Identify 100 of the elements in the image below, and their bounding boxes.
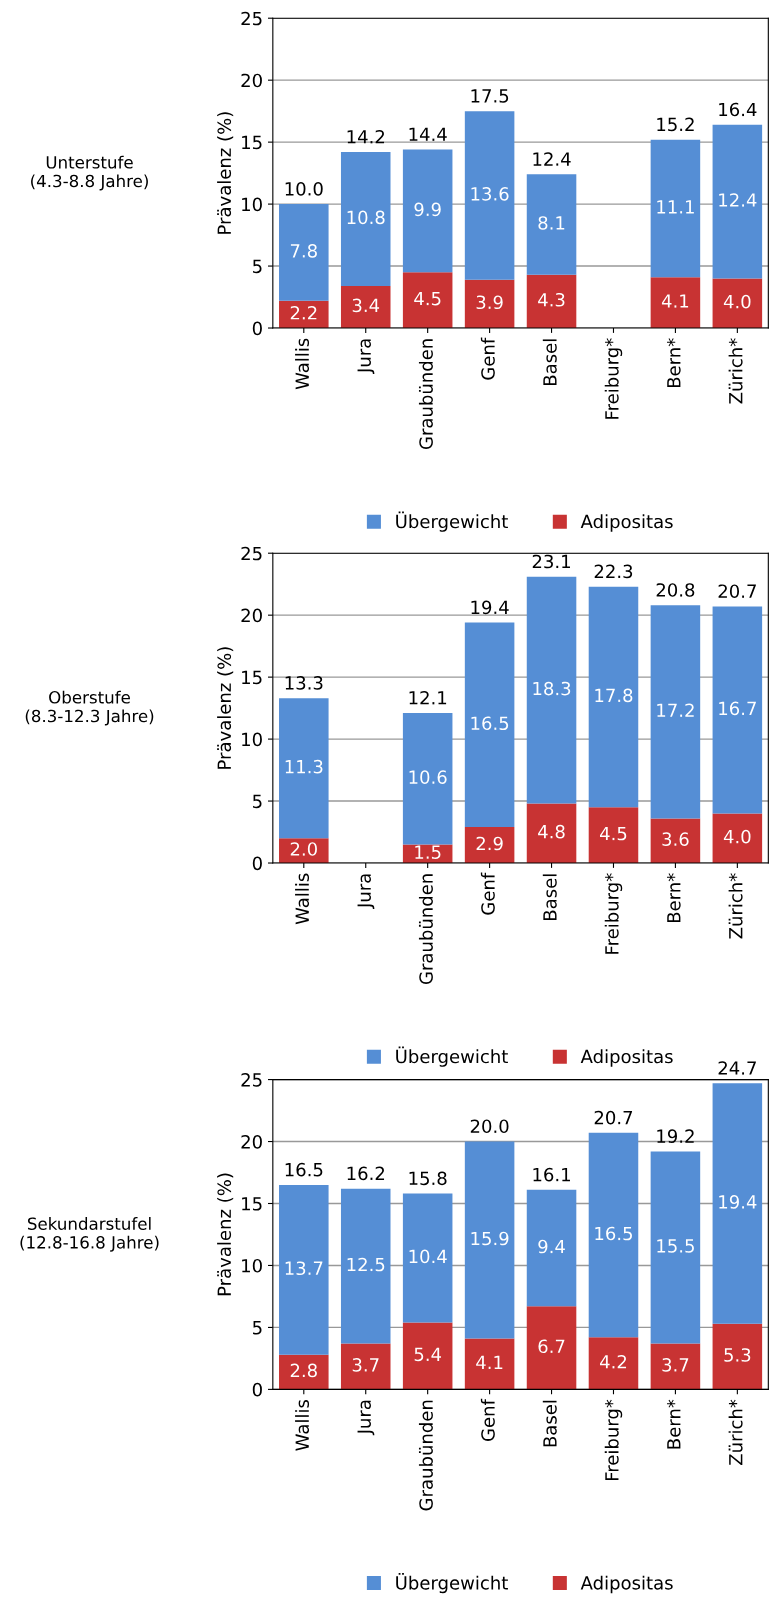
text: Oberstufe (8.3-12.3 Jahre)	[25, 690, 154, 726]
y-tick-label: 5	[253, 1321, 262, 1335]
data-label: 2.0	[290, 842, 317, 856]
data-label: 8.1	[538, 216, 565, 230]
data-label: 3.6	[662, 832, 689, 846]
y-tick-label: 5	[253, 794, 262, 809]
bar	[279, 204, 329, 301]
bar	[526, 274, 577, 329]
data-label: 12.5	[347, 1257, 385, 1272]
data-label: 3.7	[662, 1358, 689, 1372]
data-label: 10.6	[409, 770, 447, 784]
y-tick-label: 10	[242, 1258, 262, 1273]
bar	[588, 1337, 639, 1390]
text: Sekundarstufel (12.8-16.8 Jahre)	[20, 1217, 159, 1252]
data-label: 13.6	[471, 187, 509, 201]
data-label: 10.8	[347, 210, 385, 225]
y-tick-label: 0	[252, 321, 262, 336]
data-label: 9.4	[538, 1239, 565, 1254]
legend-label: Adipositas	[580, 1575, 673, 1594]
legend-label: Adipositas	[580, 514, 673, 532]
x-tick-label: Bern*	[667, 873, 681, 923]
bar	[340, 152, 391, 286]
data-label: 11.1	[657, 200, 694, 214]
bar	[712, 813, 763, 864]
x-tick-label: Jura	[357, 339, 375, 374]
bar	[402, 1322, 453, 1390]
y-tick-label: 15	[242, 1197, 262, 1211]
total-label: 16.1	[533, 1167, 570, 1182]
bar	[712, 124, 763, 279]
bar	[279, 300, 329, 329]
total-label: 10.0	[285, 181, 323, 196]
bar	[650, 1151, 701, 1344]
bar	[402, 149, 453, 273]
y-tick-label: 5	[253, 259, 262, 274]
x-tick-label: Wallis	[295, 1399, 310, 1451]
data-label: 12.4	[719, 193, 757, 207]
x-tick-label: Wallis	[295, 338, 310, 390]
x-tick-label: Freiburg*	[604, 338, 623, 419]
total-label: 20.7	[718, 584, 756, 599]
data-label: 4.1	[661, 294, 689, 308]
total-label: 23.1	[532, 554, 570, 569]
data-label: 1.5	[415, 845, 441, 859]
data-label: 11.3	[285, 759, 323, 774]
text: Unterstufe (4.3-8.8 Jahre)	[31, 155, 148, 191]
bar	[588, 1132, 639, 1338]
y-axis-title: Prävalenz (%)	[217, 1173, 234, 1296]
x-tick-label: Zürich*	[728, 338, 743, 404]
legend-label: Übergewicht	[396, 511, 508, 532]
data-label: 4.8	[538, 824, 565, 839]
x-tick-label: Freiburg*	[604, 873, 623, 954]
total-label: 16.2	[347, 1166, 385, 1181]
data-label: 6.7	[538, 1339, 565, 1354]
x-tick-label: Bern*	[667, 338, 681, 388]
bar	[526, 576, 577, 804]
bar	[464, 111, 515, 280]
y-tick-label: 0	[252, 1382, 262, 1397]
bar	[650, 277, 701, 329]
data-label: 4.3	[538, 292, 565, 307]
x-tick-label: Zürich*	[728, 873, 743, 939]
y-tick-label: 25	[241, 1073, 262, 1087]
total-label: 14.2	[347, 129, 385, 144]
bar	[526, 1189, 577, 1307]
bar	[340, 285, 391, 329]
bar	[402, 1193, 453, 1323]
data-label: 7.8	[290, 244, 317, 258]
y-axis-title: Prävalenz (%)	[217, 112, 234, 234]
total-label: 15.8	[409, 1171, 447, 1186]
data-label: 18.3	[533, 681, 571, 696]
total-label: 12.1	[409, 690, 447, 705]
bar	[712, 1323, 763, 1390]
data-label: 4.1	[476, 1355, 503, 1369]
data-label: 2.9	[476, 836, 503, 851]
total-label: 19.4	[471, 600, 509, 615]
data-label: 15.5	[657, 1239, 694, 1253]
bar	[650, 818, 701, 864]
data-label: 4.5	[600, 826, 627, 841]
legend-label: Adipositas	[580, 1049, 673, 1067]
x-tick-label: Genf	[480, 872, 495, 915]
x-tick-label: Genf	[480, 1398, 495, 1441]
y-tick-label: 20	[241, 73, 262, 88]
x-tick-label: Graubünden	[418, 339, 433, 450]
data-label: 16.5	[471, 716, 509, 731]
x-tick-label: Graubünden	[418, 874, 433, 985]
bar	[402, 272, 453, 329]
total-label: 15.2	[657, 117, 694, 132]
x-tick-label: Graubünden	[418, 1400, 433, 1511]
bar	[340, 1188, 391, 1344]
bar	[464, 1141, 515, 1339]
total-label: 13.3	[285, 676, 323, 690]
y-tick-label: 25	[241, 546, 262, 561]
total-label: 22.3	[594, 564, 633, 579]
data-label: 16.5	[595, 1226, 632, 1241]
legend-label: Übergewicht	[396, 1046, 508, 1067]
data-label: 5.4	[414, 1347, 442, 1362]
bar	[340, 1343, 391, 1390]
data-label: 2.2	[290, 305, 317, 320]
bar	[464, 1338, 515, 1390]
data-label: 3.9	[476, 295, 503, 310]
bar	[279, 698, 329, 839]
y-axis-title: Prävalenz (%)	[217, 647, 234, 769]
